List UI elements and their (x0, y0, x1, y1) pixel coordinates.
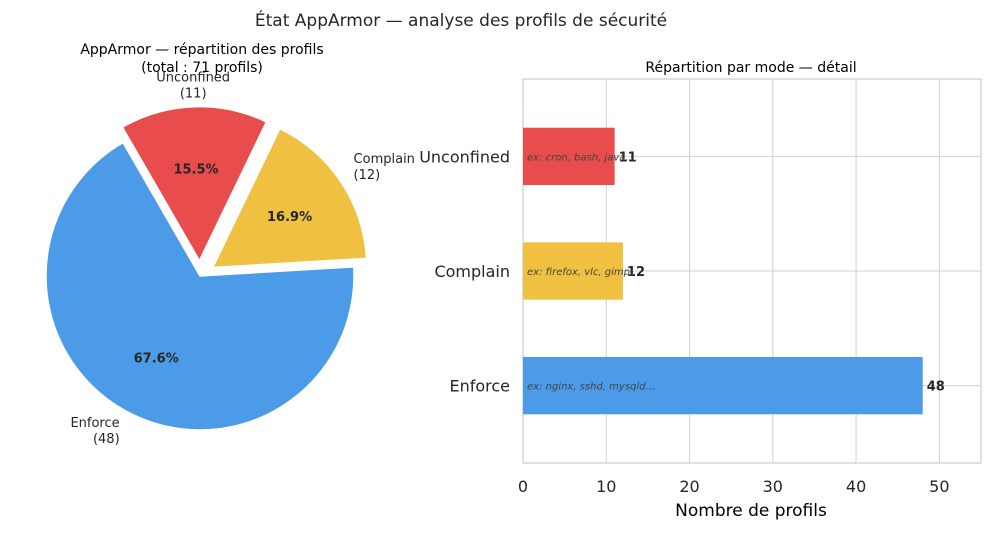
bar-title: Répartition par mode — détail (645, 60, 856, 76)
pie-outer-label-unconfined: Unconfined (156, 70, 230, 85)
bar-example-label-enforce: ex: nginx, sshd, mysqld... (527, 382, 655, 393)
x-tick-label: 30 (763, 477, 783, 496)
bar-value-label-enforce: 48 (927, 380, 945, 395)
pie-pct-label-enforce: 67.6% (134, 351, 179, 366)
bar-example-label-complain: ex: firefox, vlc, gimp... (527, 267, 640, 278)
bar-complain (523, 242, 623, 300)
bar-value-label-unconfined: 11 (619, 150, 637, 165)
x-tick-label: 50 (929, 477, 949, 496)
x-tick-label: 0 (518, 477, 528, 496)
figure-title: État AppArmor — analyse des profils de s… (255, 9, 667, 31)
pie-outer-label-complain: Complain (354, 152, 415, 167)
y-tick-label-unconfined: Unconfined (419, 147, 510, 166)
pie-slice-complain (211, 127, 368, 269)
pie-chart: AppArmor — répartition des profils (tota… (45, 42, 415, 447)
x-tick-label: 40 (846, 477, 866, 496)
y-tick-label-complain: Complain (434, 262, 510, 281)
pie-pct-label-unconfined: 15.5% (173, 162, 218, 177)
pie-outer-count-enforce: (48) (93, 432, 120, 447)
bar-enforce (523, 356, 923, 415)
x-tick-label: 20 (679, 477, 699, 496)
bar-chart: Répartition par mode — détail Nombre de … (419, 60, 982, 521)
pie-outer-label-enforce: Enforce (70, 416, 119, 431)
bar-unconfined (523, 127, 615, 186)
pie-slice-unconfined (121, 105, 268, 263)
pie-subtitle: (total : 71 profils) (141, 60, 263, 76)
pie-outer-count-unconfined: (11) (180, 86, 207, 101)
pie-outer-count-complain: (12) (354, 168, 381, 183)
bar-value-label-complain: 12 (627, 265, 645, 280)
pie-pct-label-complain: 16.9% (267, 210, 312, 225)
x-tick-label: 10 (596, 477, 616, 496)
bar-example-label-unconfined: ex: cron, bash, java... (527, 152, 635, 163)
pie-slice-enforce (45, 141, 355, 431)
bar-xlabel: Nombre de profils (675, 501, 827, 521)
y-tick-label-enforce: Enforce (449, 377, 510, 396)
pie-title: AppArmor — répartition des profils (80, 42, 323, 58)
